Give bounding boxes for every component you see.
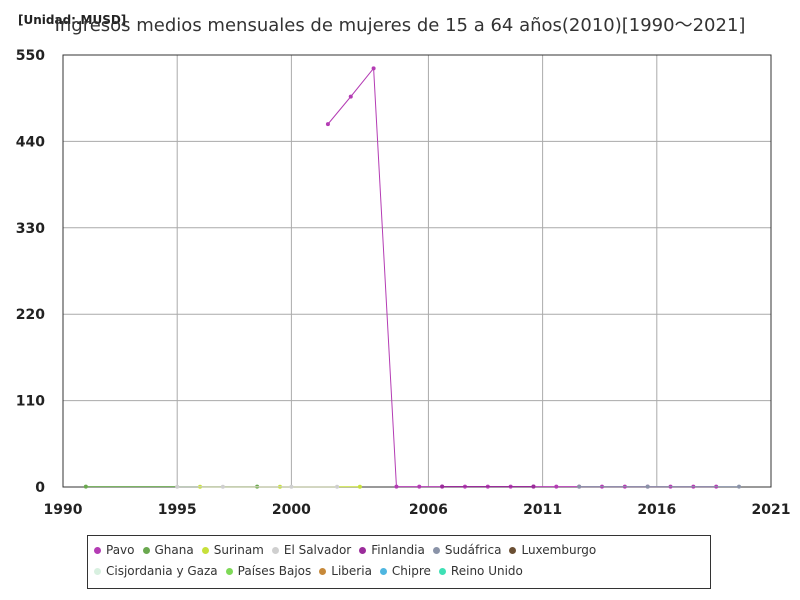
legend-label: Ghana [154,543,194,557]
legend-label: Sudáfrica [444,543,502,557]
legend-item: Sudáfrica [432,542,502,558]
legend-label: Chipre [391,564,431,578]
legend-label: Surinam [213,543,264,557]
data-point [289,484,294,489]
chart-legend: Pavo Ghana Surinam El Salvador Finlandia Sudá… [87,535,711,589]
x-tick-label: 1995 [158,502,197,518]
x-tick-label: 2016 [637,502,676,518]
data-point [357,484,362,489]
legend-item: Reino Unido [438,563,523,579]
legend-label: Pavo [106,543,135,557]
data-point [645,484,650,489]
legend-label: Finlandia [371,543,425,557]
data-point [83,484,88,489]
unit-label: [Unidad:.MUSD] [18,13,127,27]
legend-label: Liberia [331,564,372,578]
legend-marker [379,567,387,575]
data-point [440,484,445,489]
legend-marker [94,546,101,554]
legend-item: El Salvador [271,542,352,558]
legend-marker [438,567,446,575]
x-tick-label: 2006 [409,502,448,518]
legend-marker [271,546,279,554]
legend-label: Países Bajos [237,564,312,578]
legend-marker [319,567,327,575]
chart-title: Ingresos medios mensuales de mujeres de … [54,15,746,36]
data-point [394,484,399,489]
data-point [737,484,742,489]
data-point [531,484,536,489]
legend-item: Surinam [201,542,264,558]
y-tick-label: 110 [16,394,45,410]
x-tick-label: 2000 [272,502,311,518]
legend-marker [94,567,101,575]
x-tick-label: 2011 [523,502,562,518]
data-point [417,484,422,489]
legend-label: Reino Unido [450,564,523,578]
data-point [348,94,353,99]
legend-item: Ghana [142,542,194,558]
data-point [554,484,559,489]
legend-item: Países Bajos [225,563,312,579]
y-tick-label: 440 [16,134,45,150]
legend-marker [432,546,440,554]
legend-marker [201,546,209,554]
y-tick-label: 330 [16,221,45,237]
legend-item: Chipre [379,563,431,579]
data-point [325,122,330,127]
x-tick-label: 1990 [44,502,83,518]
legend-item: Pavo [94,542,135,558]
legend-marker [142,546,150,554]
x-tick-label: 2021 [752,502,791,518]
y-tick-label: 0 [35,480,45,496]
y-tick-label: 220 [16,307,45,323]
data-point [371,66,376,71]
data-point [577,484,582,489]
legend-marker [225,567,233,575]
data-point [220,484,225,489]
legend-label: Luxemburgo [521,543,597,557]
legend-item: Luxemburgo [509,542,596,558]
line-chart: 1990 1995 2000 2006 2011 2016 2021 0 110 220 330 44… [16,48,791,518]
legend-label: Cisjordania y Gaza [106,564,218,578]
legend-item: Liberia [319,563,372,579]
plot-area [62,54,772,488]
legend-marker [509,546,517,554]
y-tick-label: 550 [16,48,45,64]
legend-item: Cisjordania y Gaza [94,563,218,579]
legend-marker [359,546,367,554]
legend-label: El Salvador [283,543,352,557]
data-point [335,484,340,489]
data-point [175,484,180,489]
legend-item: Finlandia [359,542,425,558]
